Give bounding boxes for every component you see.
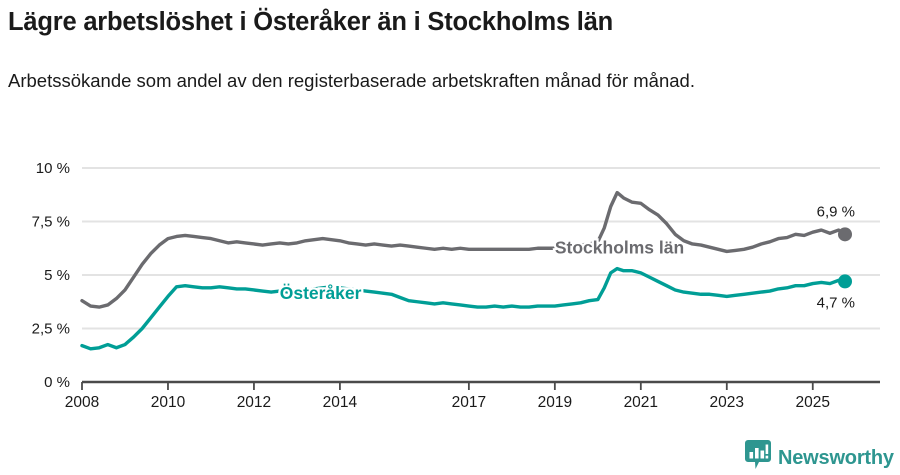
chart-subtitle: Arbetssökande som andel av den registerb… xyxy=(8,70,695,91)
newsworthy-logo[interactable]: Newsworthy xyxy=(745,440,894,475)
gridlines xyxy=(82,167,880,330)
x-axis-tick-label: 2019 xyxy=(538,394,572,411)
logo-text: Newsworthy xyxy=(778,446,894,469)
series-end-value-label: 6,9 % xyxy=(817,203,855,220)
series-inline-label: Stockholms län xyxy=(555,237,684,257)
x-axis-tick-label: 2023 xyxy=(710,394,744,411)
chart-bubble-icon xyxy=(745,440,771,475)
series-end-value-labels: 6,9 % 4,7 % xyxy=(817,203,855,311)
series-end-dot xyxy=(838,274,852,289)
series-end-value-label: 4,7 % xyxy=(817,294,855,311)
y-axis-tick-label: 7,5 % xyxy=(32,214,70,231)
y-axis-tick-labels: 0 % 2,5 % 5 % 7,5 % 10 % xyxy=(32,160,70,391)
y-axis-tick-label: 5 % xyxy=(44,267,70,284)
x-axis-tick-labels: 2008 2010 2012 2014 2017 2019 2021 2023 2025 xyxy=(65,394,830,411)
series-inline-labels: Stockholms län Österåker xyxy=(277,235,686,305)
y-axis-tick-label: 10 % xyxy=(36,160,70,177)
page-title: Lägre arbetslöshet i Österåker än i Stoc… xyxy=(8,8,614,36)
x-axis-tick-label: 2025 xyxy=(796,394,830,411)
x-axis-tick-label: 2008 xyxy=(65,394,99,411)
series-line xyxy=(80,266,847,351)
x-axis-tick-label: 2017 xyxy=(452,394,486,411)
series-line xyxy=(80,190,847,309)
y-axis-tick-label: 0 % xyxy=(44,374,70,391)
series-end-markers xyxy=(838,227,852,289)
x-axis-tick-label: 2012 xyxy=(237,394,271,411)
series-inline-label: Österåker xyxy=(280,283,362,303)
x-axis-tick-label: 2010 xyxy=(151,394,186,411)
y-axis-tick-label: 2,5 % xyxy=(32,321,70,338)
data-series-lines xyxy=(80,190,847,351)
series-end-dot xyxy=(838,227,852,242)
x-axis-tick-label: 2021 xyxy=(624,394,658,411)
x-axis xyxy=(81,380,880,390)
x-axis-tick-label: 2014 xyxy=(323,394,358,411)
